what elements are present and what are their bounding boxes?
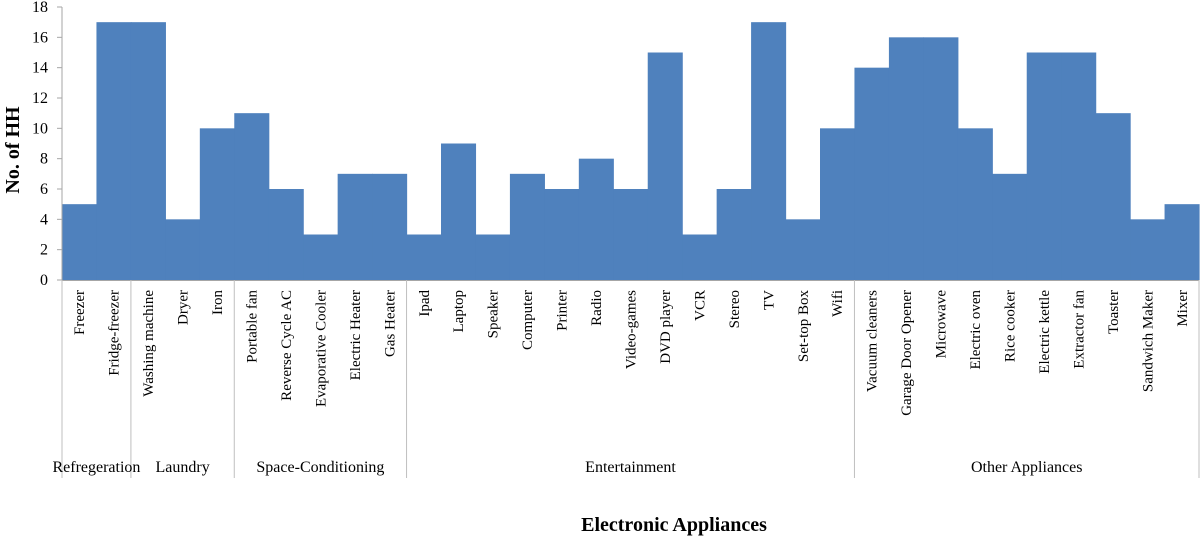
bar-electric-kettle	[1026, 52, 1062, 280]
group-labels-group: Refregeration Laundry Space-Conditioning En…	[52, 280, 1200, 478]
bar-video-games	[613, 189, 649, 280]
category-label: DVD player	[658, 290, 674, 364]
category-label: Speaker	[486, 290, 502, 338]
category-label: Electric Heater	[348, 290, 364, 380]
y-tick-label: 10	[32, 120, 48, 137]
bar-microwave	[923, 37, 959, 280]
category-label: Electric kettle	[1037, 290, 1053, 374]
group-label: Refregeration	[52, 459, 140, 476]
category-label: Computer	[520, 290, 536, 350]
group-label: Other Appliances	[971, 459, 1083, 476]
category-label: Extractor fan	[1071, 290, 1087, 369]
bar-vcr	[682, 234, 718, 280]
category-label: Fridge-freezer	[107, 290, 123, 376]
bar-tv	[751, 22, 787, 280]
bar-evaporative-cooler	[303, 234, 339, 280]
category-label: Freezer	[72, 290, 88, 335]
category-label: Ipad	[417, 290, 433, 317]
y-tick-label: 4	[40, 211, 48, 228]
y-tick-label: 18	[32, 0, 48, 16]
bar-garage-door-opener	[888, 37, 924, 280]
bar-washing-machine	[130, 22, 166, 280]
bar-portable-fan	[234, 113, 270, 280]
bar-extractor-fan	[1061, 52, 1097, 280]
bar-reverse-cycle-ac	[268, 189, 304, 280]
y-tick-label: 16	[32, 29, 48, 46]
group-label: Laundry	[155, 459, 209, 476]
bar-dryer	[165, 219, 201, 280]
y-tick-label: 0	[40, 272, 48, 289]
category-label: Microwave	[934, 290, 950, 359]
category-label: VCR	[692, 290, 708, 321]
x-axis-title: Electronic Appliances	[581, 514, 767, 536]
bar-stereo	[716, 189, 752, 280]
category-label: Video-games	[624, 290, 640, 369]
bar-sandwich-maker	[1130, 219, 1166, 280]
bar-ipad	[406, 234, 442, 280]
category-label: Sandwich Maker	[1140, 290, 1156, 392]
y-axis-title: No. of HH	[2, 106, 24, 194]
category-label: Radio	[589, 290, 605, 326]
category-label: Toaster	[1106, 290, 1122, 334]
bar-rice-cooker	[992, 173, 1028, 280]
category-label: Portable fan	[245, 290, 261, 363]
bar-mixer	[1164, 204, 1200, 280]
bar-computer	[509, 173, 545, 280]
group-label: Entertainment	[585, 459, 676, 476]
bar-electric-heater	[337, 173, 373, 280]
category-labels-group: Freezer Fridge-freezer Washing machine Drye…	[72, 290, 1191, 416]
category-label: Printer	[555, 290, 571, 331]
category-label: Washing machine	[141, 290, 157, 397]
bar-set-top-box	[785, 219, 821, 280]
bar-iron	[199, 128, 235, 280]
category-label: Rice cooker	[1003, 290, 1019, 362]
bar-vacuum-cleaners	[854, 67, 890, 280]
bar-gas-heater	[372, 173, 408, 280]
bar-fridge-freezer	[96, 22, 132, 280]
y-tick-label: 2	[40, 242, 48, 259]
category-label: TV	[761, 290, 777, 310]
category-label: Mixer	[1175, 290, 1191, 327]
group-label: Space-Conditioning	[256, 459, 384, 476]
category-label: Reverse Cycle AC	[279, 290, 295, 401]
bar-dvd-player	[647, 52, 683, 280]
y-tick-label: 6	[40, 181, 48, 198]
bars-group	[62, 22, 1200, 280]
bar-speaker	[475, 234, 511, 280]
category-label: Wifi	[830, 290, 846, 317]
bar-radio	[578, 158, 614, 280]
bar-electric-oven	[957, 128, 993, 280]
category-label: Electric oven	[968, 290, 984, 370]
bar-toaster	[1095, 113, 1131, 280]
axes-group	[61, 7, 1199, 281]
category-label: Set-top Box	[796, 290, 812, 363]
category-label: Stereo	[727, 290, 743, 328]
y-ticks-group: 0 2 4 6 8 10 12 14 16 18	[32, 0, 62, 289]
bar-freezer	[62, 204, 98, 280]
y-tick-label: 14	[32, 60, 48, 77]
category-label: Dryer	[176, 290, 192, 325]
category-label: Evaporative Cooler	[313, 290, 329, 407]
category-label: Gas Heater	[382, 290, 398, 357]
bar-wifi	[820, 128, 856, 280]
category-label: Iron	[210, 290, 226, 315]
bar-laptop	[441, 143, 477, 280]
category-label: Vacuum cleaners	[865, 290, 881, 392]
category-label: Garage Door Opener	[899, 290, 915, 416]
category-label: Laptop	[451, 290, 467, 333]
bar-printer	[544, 189, 580, 280]
y-tick-label: 12	[32, 90, 48, 107]
y-tick-label: 8	[40, 151, 48, 168]
